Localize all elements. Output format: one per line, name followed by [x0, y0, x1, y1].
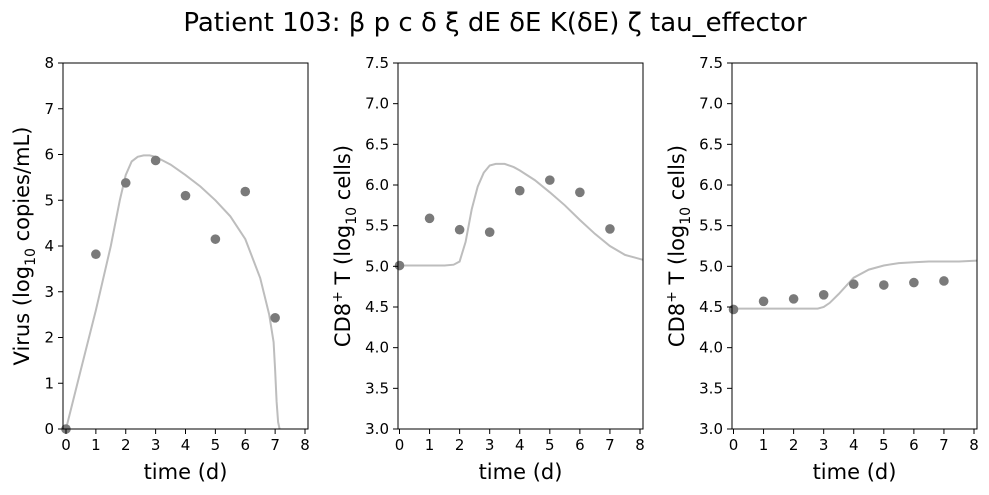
x-tick-label: 1	[425, 436, 435, 454]
panel-3: 0 1 2 3 4 5 6 7 8 3.0 3.5 4.0 4.5 5.0 5.5 6.0 6.5 7.0 7.5 t…	[664, 54, 979, 484]
x-axis-label: time (d)	[813, 460, 897, 484]
data-point	[150, 155, 161, 166]
data-point	[120, 178, 131, 188]
y-tick-label: 3.5	[365, 379, 389, 397]
x-tick-label: 4	[181, 436, 191, 454]
figure-title: Patient 103: β p c δ ξ dE δE K(δE) ζ tau…	[183, 8, 807, 38]
y-tick-label: 7.0	[699, 95, 723, 113]
y-tick-label: 5.5	[365, 217, 389, 235]
data-point	[909, 277, 919, 288]
x-tick-label: 6	[909, 436, 919, 454]
y-tick-label: 4	[44, 237, 54, 255]
y-tick-label: 4.5	[365, 298, 389, 316]
x-tick-label: 7	[939, 436, 949, 454]
x-tick-label: 7	[605, 436, 615, 454]
y-tick-label: 4.0	[365, 339, 389, 357]
y-tick-label: 7.5	[699, 54, 723, 72]
x-axis-label: time (d)	[144, 460, 228, 484]
x-tick-label: 5	[211, 436, 221, 454]
y-tick-label: 3	[44, 283, 54, 301]
y-tick-label: 3.0	[365, 420, 389, 438]
data-point	[91, 249, 101, 260]
axes-frame	[62, 62, 309, 430]
y-tick-label: 7	[44, 100, 54, 118]
x-tick-label: 0	[61, 436, 71, 454]
y-axis-label: Virus (log10 copies/mL)	[10, 127, 39, 366]
data-point	[180, 190, 191, 201]
x-tick-label: 0	[395, 436, 405, 454]
x-tick-label: 2	[789, 436, 799, 454]
x-tick-label: 3	[819, 436, 829, 454]
x-tick-label: 0	[729, 436, 739, 454]
y-tick-label: 5	[44, 191, 54, 209]
data-point	[939, 276, 949, 286]
y-axis-label: CD8+ T (log10 cells)	[330, 145, 360, 347]
panel-2: 0 1 2 3 4 5 6 7 8 3.0 3.5 4.0 4.5 5.0 5.5 6.0 6.5 7.0 7.5 t…	[330, 54, 645, 484]
x-tick-label: 1	[759, 436, 769, 454]
y-tick-label: 7.0	[365, 95, 389, 113]
x-tick-label: 8	[300, 436, 310, 454]
x-tick-label: 2	[455, 436, 465, 454]
x-tick-label: 3	[485, 436, 495, 454]
y-tick-label: 7.5	[365, 54, 389, 72]
x-tick-label: 7	[270, 436, 280, 454]
y-tick-label: 6.5	[365, 135, 389, 153]
fit-curve	[399, 162, 644, 267]
data-point	[728, 304, 739, 315]
data-point	[394, 260, 405, 271]
axes-frame	[731, 62, 978, 430]
x-tick-label: 8	[969, 436, 979, 454]
data-point	[758, 296, 769, 307]
panel-1: 0 1 2 3 4 5 6 7 8 0 1 2 3 4 5 6 7 8 time (d) Virus (log10 c…	[10, 54, 310, 484]
y-tick-label: 2	[44, 329, 54, 347]
y-tick-label: 1	[44, 374, 54, 392]
x-tick-label: 8	[635, 436, 645, 454]
data-point	[210, 234, 221, 244]
y-tick-label: 5.0	[365, 257, 389, 275]
fit-curve	[65, 154, 281, 430]
y-tick-label: 6	[44, 146, 54, 164]
y-tick-label: 5.5	[699, 217, 723, 235]
x-tick-label: 3	[151, 436, 161, 454]
y-tick-label: 3.5	[699, 379, 723, 397]
y-tick-label: 3.0	[699, 420, 723, 438]
data-point	[575, 187, 585, 198]
data-point	[879, 280, 889, 290]
x-tick-label: 4	[515, 436, 525, 454]
x-tick-label: 5	[879, 436, 889, 454]
x-tick-label: 6	[240, 436, 250, 454]
data-point	[545, 175, 555, 185]
data-point	[484, 227, 495, 237]
x-tick-label: 4	[849, 436, 859, 454]
y-tick-label: 6.0	[699, 176, 723, 194]
axes-frame	[397, 62, 644, 430]
y-tick-label: 0	[44, 420, 54, 438]
data-point	[818, 290, 829, 300]
data-point	[605, 224, 615, 234]
x-tick-label: 6	[575, 436, 585, 454]
y-tick-label: 4.0	[699, 339, 723, 357]
x-tick-label: 1	[91, 436, 101, 454]
data-point	[424, 213, 435, 224]
data-point	[788, 294, 799, 304]
data-point	[270, 313, 280, 323]
y-tick-label: 8	[44, 54, 54, 72]
y-tick-label: 4.5	[699, 298, 723, 316]
data-point	[514, 185, 525, 196]
x-tick-label: 5	[545, 436, 555, 454]
y-tick-label: 6.0	[365, 176, 389, 194]
data-point	[848, 279, 859, 290]
y-tick-label: 5.0	[699, 257, 723, 275]
data-point	[240, 186, 251, 197]
y-axis-label: CD8+ T (log10 cells)	[664, 145, 694, 347]
data-point	[454, 224, 465, 235]
x-axis-label: time (d)	[479, 460, 563, 484]
x-tick-label: 2	[121, 436, 131, 454]
y-tick-label: 6.5	[699, 135, 723, 153]
